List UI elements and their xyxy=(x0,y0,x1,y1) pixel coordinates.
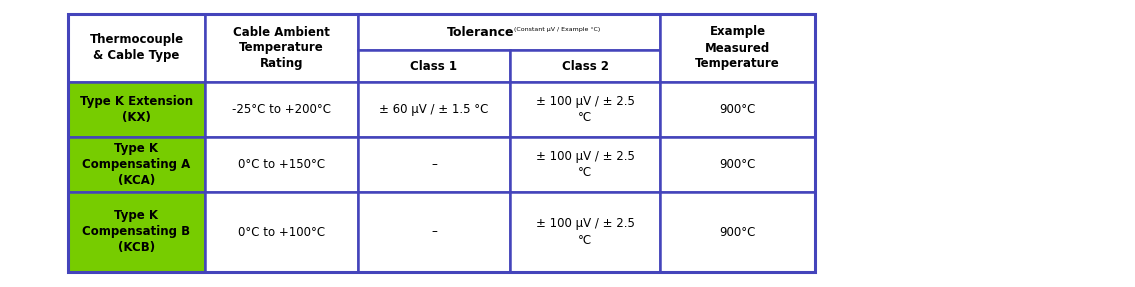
Text: 0°C to +150°C: 0°C to +150°C xyxy=(238,158,325,171)
Text: ± 100 μV / ± 2.5
°C: ± 100 μV / ± 2.5 °C xyxy=(536,95,634,124)
Bar xyxy=(510,50,659,82)
Text: Tolerance: Tolerance xyxy=(447,26,515,38)
Bar xyxy=(659,192,815,272)
Text: –: – xyxy=(431,226,437,238)
Text: 900°C: 900°C xyxy=(720,158,756,171)
Text: ± 100 μV / ± 2.5
°C: ± 100 μV / ± 2.5 °C xyxy=(536,218,634,247)
Bar xyxy=(358,192,510,272)
Text: 900°C: 900°C xyxy=(720,226,756,238)
Bar xyxy=(205,192,358,272)
Text: Class 2: Class 2 xyxy=(562,59,608,73)
Bar xyxy=(659,137,815,192)
Bar xyxy=(68,82,205,137)
Text: Thermocouple
& Cable Type: Thermocouple & Cable Type xyxy=(90,34,184,63)
Bar xyxy=(659,14,815,82)
Text: Cable Ambient
Temperature
Rating: Cable Ambient Temperature Rating xyxy=(233,26,330,71)
Bar xyxy=(68,14,205,82)
Text: Class 1: Class 1 xyxy=(411,59,457,73)
Bar xyxy=(68,137,205,192)
Text: ± 100 μV / ± 2.5
°C: ± 100 μV / ± 2.5 °C xyxy=(536,150,634,179)
Bar xyxy=(358,137,510,192)
Text: Type K Extension
(KX): Type K Extension (KX) xyxy=(79,95,193,124)
Bar xyxy=(358,82,510,137)
Bar xyxy=(68,192,205,272)
Text: 0°C to +100°C: 0°C to +100°C xyxy=(238,226,325,238)
Bar xyxy=(205,82,358,137)
Text: -25°C to +200°C: -25°C to +200°C xyxy=(232,103,331,116)
Text: ± 60 μV / ± 1.5 °C: ± 60 μV / ± 1.5 °C xyxy=(379,103,489,116)
Bar xyxy=(205,14,358,82)
Text: 900°C: 900°C xyxy=(720,103,756,116)
Bar xyxy=(358,50,510,82)
Bar xyxy=(510,137,659,192)
Text: Type K
Compensating B
(KCB): Type K Compensating B (KCB) xyxy=(83,210,191,255)
Bar xyxy=(68,14,815,272)
Text: (Constant μV / Example °C): (Constant μV / Example °C) xyxy=(514,28,600,32)
Bar xyxy=(205,137,358,192)
Bar xyxy=(659,82,815,137)
Bar xyxy=(510,192,659,272)
Bar xyxy=(358,14,659,50)
Text: –: – xyxy=(431,158,437,171)
Text: Type K
Compensating A
(KCA): Type K Compensating A (KCA) xyxy=(83,142,191,187)
Bar xyxy=(510,82,659,137)
Text: Example
Measured
Temperature: Example Measured Temperature xyxy=(695,26,780,71)
